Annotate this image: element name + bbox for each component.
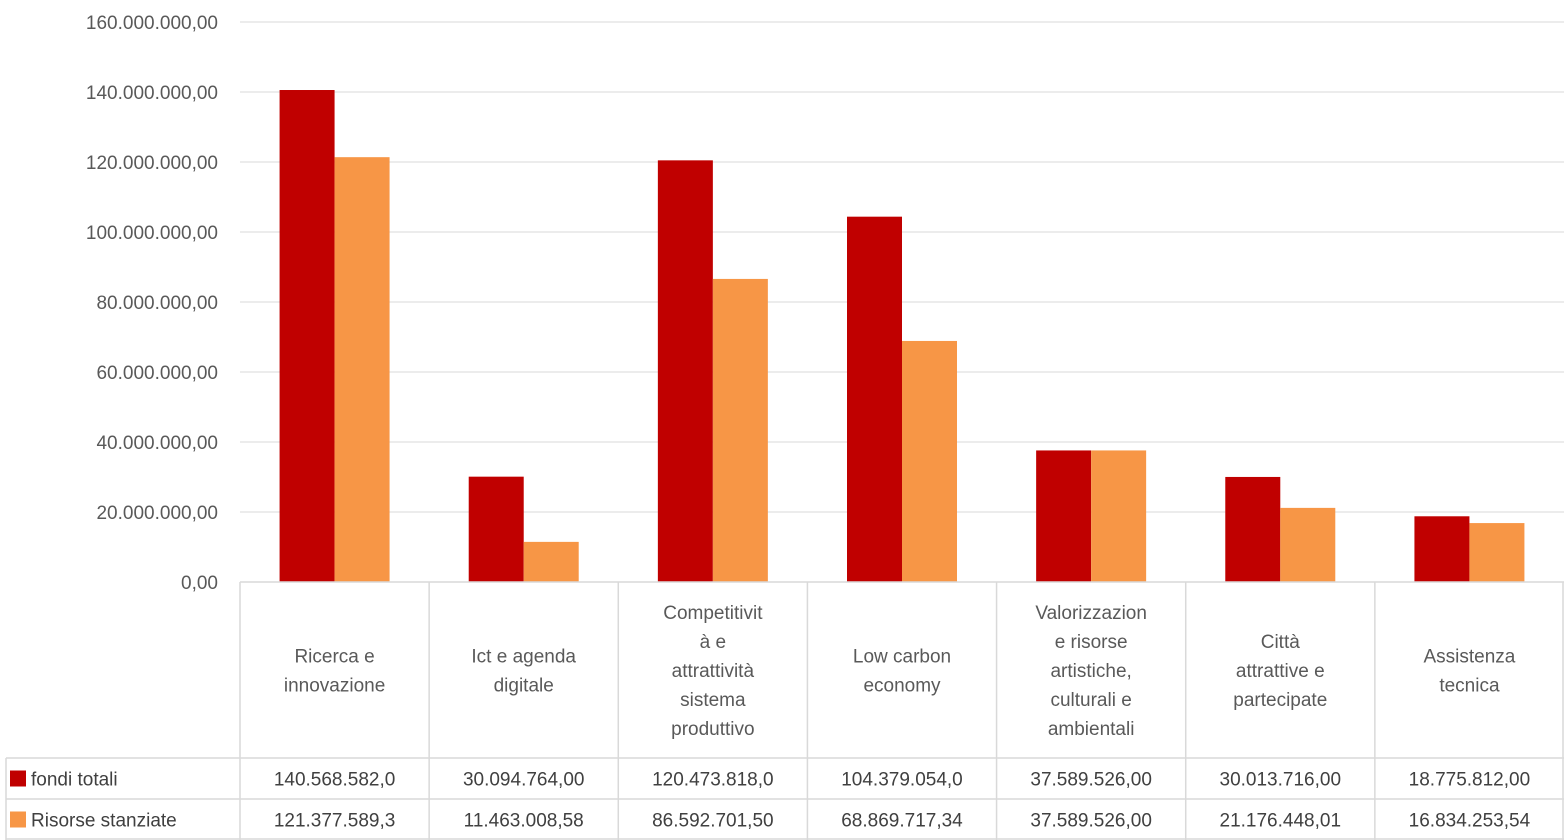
bar-fondi-totali: [279, 90, 335, 583]
y-tick-label: 0,00: [181, 573, 218, 594]
bar-fondi-totali: [657, 160, 713, 582]
table-cell: 30.094.764,00: [463, 770, 585, 791]
table-cell: 21.176.448,01: [1220, 811, 1342, 832]
y-tick-label: 120.000.000,00: [86, 153, 218, 174]
y-tick-label: 160.000.000,00: [86, 13, 218, 34]
table-cell: 11.463.008,58: [464, 811, 584, 832]
bar-fondi-totali: [847, 216, 902, 582]
data-table: Ricerca e innovazione Ict e agenda digitale…: [5, 581, 1564, 840]
legend-label: fondi totali: [31, 770, 118, 791]
table-cell: 140.568.582,0: [274, 770, 396, 791]
category-label: Città attrattive e partecipate: [1233, 632, 1327, 711]
bar-risorse-stanziate: [1091, 450, 1147, 582]
category-label: Valorizzazion e risorse artistiche, cultura…: [1035, 603, 1147, 740]
legend-swatch: [10, 770, 26, 787]
bar-risorse-stanziate: [523, 541, 579, 582]
bar-risorse-stanziate: [712, 278, 768, 582]
y-tick-label: 80.000.000,00: [96, 293, 218, 314]
bar-risorse-stanziate: [1280, 507, 1336, 582]
bar-fondi-totali: [1414, 516, 1470, 582]
bar-fondi-totali: [1225, 476, 1281, 582]
category-label: Low carbon economy: [853, 647, 951, 697]
bar-risorse-stanziate: [1469, 523, 1525, 582]
category-label: Ict e agenda digitale: [471, 647, 576, 697]
y-tick-label: 20.000.000,00: [96, 503, 218, 524]
bar-risorse-stanziate: [334, 157, 390, 582]
bar-risorse-stanziate: [902, 340, 957, 582]
category-label: Assistenza tecnica: [1423, 647, 1515, 697]
table-cell: 121.377.589,3: [274, 811, 396, 832]
table-cell: 16.834.253,54: [1409, 811, 1531, 832]
table-cell: 37.589.526,00: [1030, 770, 1152, 791]
y-tick-label: 140.000.000,00: [86, 83, 218, 104]
bar-fondi-totali: [1036, 450, 1092, 582]
category-label: Competitivit à e attrattività sistema produt…: [663, 603, 763, 740]
bars: [279, 90, 1525, 583]
table-cell: 104.379.054,0: [841, 770, 963, 791]
category-label: Ricerca e innovazione: [284, 647, 385, 697]
bar-fondi-totali: [468, 476, 524, 582]
table-cell: 68.869.717,34: [841, 811, 963, 832]
table-cell: 120.473.818,0: [652, 770, 774, 791]
legend-swatch: [10, 811, 26, 828]
table-cell: 18.775.812,00: [1409, 770, 1531, 791]
table-cell: 86.592.701,50: [652, 811, 774, 832]
table-cell: 37.589.526,00: [1030, 811, 1152, 832]
y-tick-label: 100.000.000,00: [86, 223, 218, 244]
y-tick-label: 40.000.000,00: [96, 433, 218, 454]
y-axis-tick-labels: 0,00 20.000.000,00 40.000.000,00 60.000.000…: [86, 13, 218, 594]
legend-label: Risorse stanziate: [31, 811, 177, 832]
table-cell: 30.013.716,00: [1220, 770, 1342, 791]
y-tick-label: 60.000.000,00: [96, 363, 218, 384]
